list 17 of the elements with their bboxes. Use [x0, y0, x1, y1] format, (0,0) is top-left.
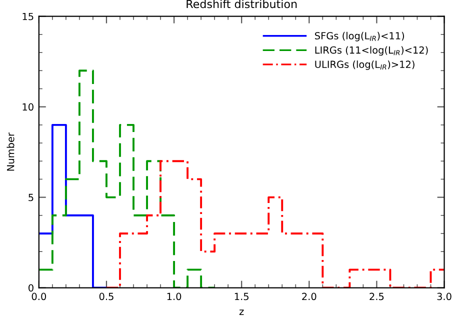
x-tick-label: 2.0 [302, 292, 316, 300]
y-tick-label: 15 [22, 12, 34, 20]
x-tick-label: 3.0 [437, 292, 452, 300]
legend-label: LIRGs (11<log(L$_{IR}$)<12) [315, 46, 428, 56]
x-tick-label: 0.0 [32, 292, 46, 300]
chart-title: Redshift distribution [186, 0, 297, 8]
x-tick-label: 2.5 [370, 292, 384, 300]
legend-label: ULIRGs (log(L$_{IR}$)>12) [315, 60, 414, 70]
y-tick-label: 10 [22, 103, 34, 111]
legend-label: SFGs (log(L$_{IR}$)<11) [315, 32, 404, 42]
y-axis-title: Number [6, 132, 14, 171]
y-tick-label: 0 [28, 284, 34, 292]
x-tick-label: 0.5 [99, 292, 114, 300]
x-tick-label: 1.5 [234, 292, 248, 300]
x-axis-title: z [239, 310, 244, 315]
y-tick-label: 5 [28, 194, 34, 202]
x-tick-label: 1.0 [167, 292, 182, 300]
